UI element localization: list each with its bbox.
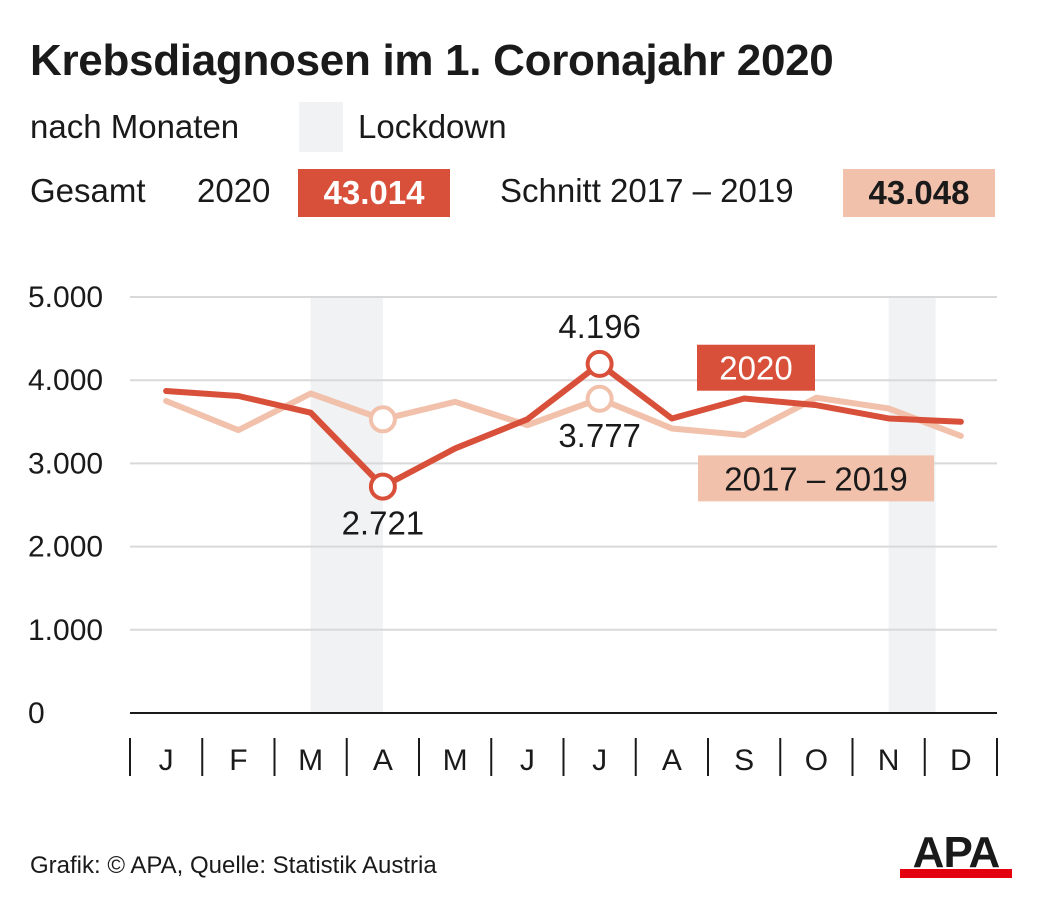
- data-label: 2.721: [342, 505, 425, 542]
- y-tick-label: 3.000: [28, 447, 103, 480]
- series-2017-2019-marker: [585, 384, 614, 413]
- series-2020-line: [163, 360, 964, 490]
- series-2017-2019-line: [163, 390, 964, 439]
- x-tick-label: N: [878, 744, 900, 777]
- chart-subtitle: nach Monaten: [30, 108, 240, 145]
- lockdown-band-2: [888, 297, 936, 713]
- x-tick-label: A: [373, 744, 393, 777]
- x-tick-label: D: [950, 744, 972, 777]
- total-2020-badge: 43.014: [298, 169, 450, 217]
- x-tick-label: F: [229, 744, 247, 777]
- x-tick-label: J: [592, 744, 607, 777]
- total-label: Gesamt: [30, 172, 146, 209]
- total-average-badge: 43.048: [843, 169, 995, 217]
- lockdown-legend-label: Lockdown: [358, 108, 507, 145]
- series-2020-marker: [585, 349, 614, 378]
- lockdown-band-1: [310, 297, 383, 713]
- series-2017-2019-marker: [368, 405, 397, 434]
- series-2020-label-box: [697, 344, 815, 391]
- total-year-label: 2020: [197, 172, 271, 209]
- y-tick-label: 5.000: [28, 281, 103, 314]
- y-tick-label: 2.000: [28, 531, 103, 564]
- source-credit: Grafik: © APA, Quelle: Statistik Austria: [30, 852, 437, 879]
- y-tick-label: 0: [28, 697, 45, 730]
- x-tick-label: M: [443, 744, 468, 777]
- y-tick-label: 4.000: [28, 364, 103, 397]
- data-label: 4.196: [558, 308, 641, 345]
- lockdown-legend-swatch: [299, 102, 343, 152]
- chart-title: Krebsdiagnosen im 1. Coronajahr 2020: [30, 36, 834, 85]
- average-label: Schnitt 2017 – 2019: [500, 172, 794, 209]
- x-tick-label: J: [520, 744, 535, 777]
- apa-logo: APA: [900, 830, 1012, 878]
- x-tick-label: S: [734, 744, 754, 777]
- y-tick-label: 1.000: [28, 614, 103, 647]
- line-chart: 0 1.000 2.000 3.000 4.000 5.000 J F M A M J J A S O N D 2.…: [28, 281, 998, 777]
- series-2020-marker: [368, 472, 397, 501]
- x-tick-label: A: [662, 744, 682, 777]
- x-tick-label: M: [298, 744, 323, 777]
- x-tick-label: O: [805, 744, 828, 777]
- data-label: 3.777: [558, 417, 641, 454]
- series-2017-2019-label: 2017 – 2019: [724, 460, 908, 497]
- series-2017-2019-label-box: [698, 455, 934, 502]
- svg-text:APA: APA: [913, 830, 1000, 877]
- series-2020-label: 2020: [719, 350, 792, 387]
- x-tick-label: J: [159, 744, 174, 777]
